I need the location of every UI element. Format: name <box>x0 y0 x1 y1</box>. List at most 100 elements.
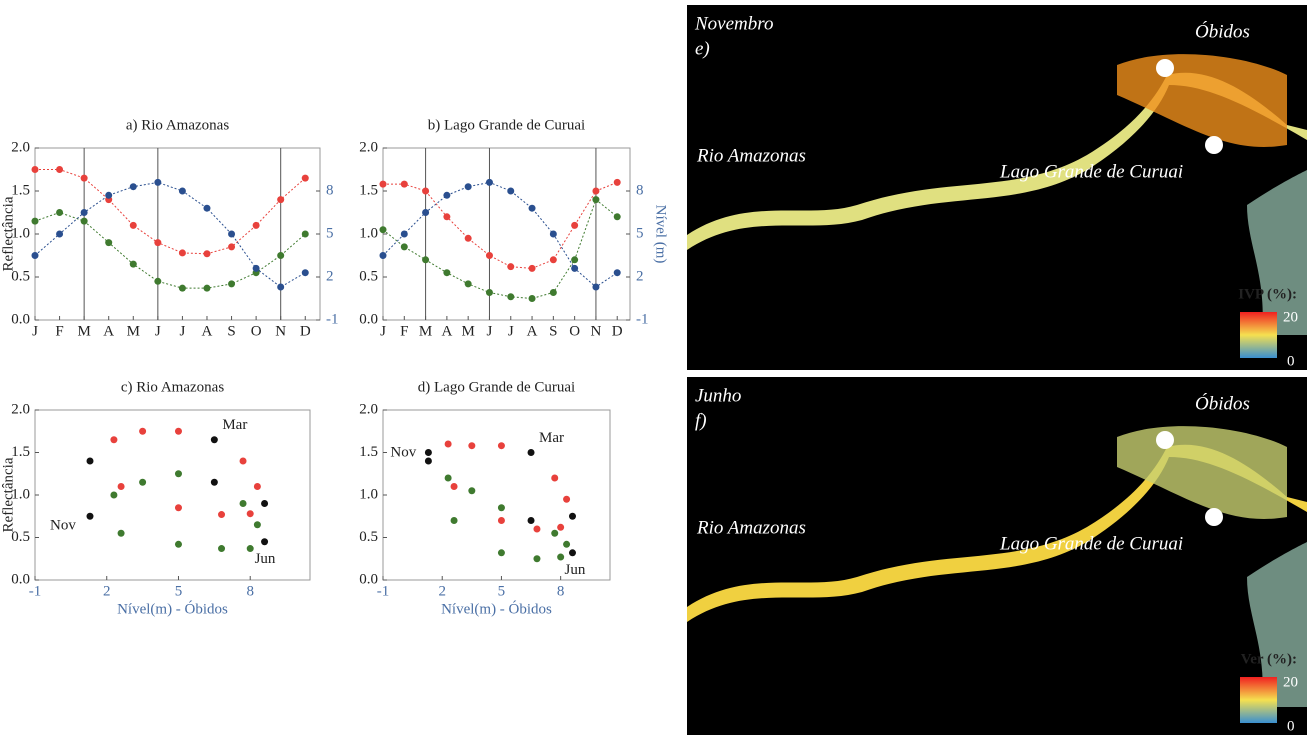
point <box>422 209 429 216</box>
x-tick-label: M <box>127 323 140 339</box>
x-tick-label: F <box>400 323 408 339</box>
point <box>401 181 408 188</box>
point <box>529 205 536 212</box>
point <box>211 479 218 486</box>
point <box>592 196 599 203</box>
y2-axis-label: Nível (m) <box>653 205 669 264</box>
legend-max: 20 <box>1283 674 1298 690</box>
point <box>218 511 225 518</box>
y2-tick-label: -1 <box>636 311 649 327</box>
map-letter: e) <box>695 38 710 59</box>
point <box>507 293 514 300</box>
point <box>557 524 564 531</box>
chart-title: a) Rio Amazonas <box>126 117 229 133</box>
x-tick-label: J <box>380 323 386 339</box>
series-line <box>35 170 305 254</box>
point <box>302 231 309 238</box>
point <box>32 252 39 259</box>
point <box>422 188 429 195</box>
colorbar <box>1240 677 1277 723</box>
y-tick-label: 2.0 <box>359 139 378 155</box>
point <box>87 458 94 465</box>
point <box>130 222 137 229</box>
point <box>569 513 576 520</box>
point <box>247 510 254 517</box>
point <box>203 250 210 257</box>
point <box>175 541 182 548</box>
point <box>56 166 63 173</box>
point <box>228 243 235 250</box>
plot-frame <box>383 410 610 580</box>
x-tick-label: M <box>462 323 475 339</box>
x-tick-label: 5 <box>175 583 183 599</box>
legend-min: 0 <box>1287 718 1295 734</box>
point <box>529 295 536 302</box>
y-tick-label: 1.5 <box>359 182 378 198</box>
point <box>56 231 63 238</box>
y-tick-label: 1.5 <box>359 444 378 460</box>
y-tick-label: 0.5 <box>359 529 378 545</box>
series-line <box>383 182 617 287</box>
point <box>571 222 578 229</box>
point <box>240 500 247 507</box>
point <box>105 192 112 199</box>
point <box>468 487 475 494</box>
point <box>445 441 452 448</box>
annotation: Jun <box>255 551 276 567</box>
x-tick-label: N <box>275 323 286 339</box>
y-tick-label: 1.0 <box>359 225 378 241</box>
plot-frame <box>383 148 630 320</box>
map-letter: f) <box>695 410 707 431</box>
x-tick-label: M <box>77 323 90 339</box>
point <box>533 555 540 562</box>
legend-max: 20 <box>1283 309 1298 325</box>
point <box>118 483 125 490</box>
x-tick-label: M <box>419 323 432 339</box>
point <box>277 252 284 259</box>
map-panel: Novembroe)ÓbidosRio AmazonasLago Grande … <box>687 5 1307 370</box>
place: Óbidos <box>1195 20 1250 42</box>
y-axis-label: Reflectância <box>0 196 16 271</box>
point <box>154 239 161 246</box>
point <box>81 175 88 182</box>
y2-tick-label: 5 <box>326 225 334 241</box>
site-obidos <box>1156 59 1174 77</box>
point <box>261 538 268 545</box>
x-tick-label: A <box>527 323 538 339</box>
point <box>130 261 137 268</box>
x-tick-label: D <box>612 323 623 339</box>
site-obidos <box>1156 431 1174 449</box>
point <box>486 252 493 259</box>
point <box>592 188 599 195</box>
annotation: Nov <box>390 444 416 460</box>
y-axis-label: Reflectância <box>0 457 16 532</box>
site-lago <box>1205 136 1223 154</box>
chart-title: d) Lago Grande de Curuai <box>418 379 575 395</box>
y2-tick-label: 8 <box>326 182 334 198</box>
point <box>179 249 186 256</box>
point <box>443 269 450 276</box>
x-tick-label: O <box>569 323 580 339</box>
point <box>533 526 540 533</box>
point <box>87 513 94 520</box>
y-tick-label: 0.0 <box>359 571 378 587</box>
point <box>528 517 535 524</box>
point <box>425 458 432 465</box>
point <box>175 470 182 477</box>
point <box>465 235 472 242</box>
point <box>507 188 514 195</box>
x-tick-label: J <box>32 323 38 339</box>
point <box>203 285 210 292</box>
point <box>528 449 535 456</box>
point <box>486 179 493 186</box>
x-tick-label: -1 <box>29 583 42 599</box>
point <box>139 428 146 435</box>
point <box>118 530 125 537</box>
point <box>81 218 88 225</box>
point <box>139 479 146 486</box>
annotation: Mar <box>539 430 564 446</box>
point <box>175 428 182 435</box>
point <box>614 179 621 186</box>
y-tick-label: 0.0 <box>11 571 30 587</box>
point <box>550 256 557 263</box>
